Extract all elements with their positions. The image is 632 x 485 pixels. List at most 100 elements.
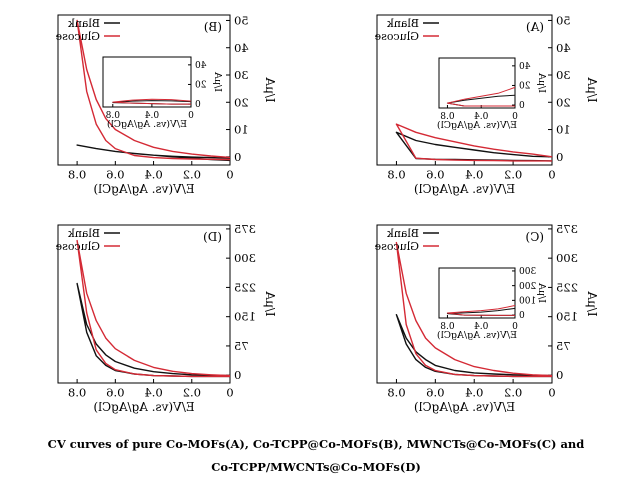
y-tick-label: 0 xyxy=(234,368,241,382)
y-tick-label: 10 xyxy=(556,123,571,137)
inset-y-tick-label: 300 xyxy=(519,267,536,277)
inset-y-tick-label: 0 xyxy=(519,311,525,321)
x-tick-label: 0 xyxy=(226,168,233,182)
inset-x-tick-label: 0.8 xyxy=(440,112,455,122)
legend-label-glucose: Glucose xyxy=(56,30,100,43)
x-tick-label: 0.6 xyxy=(106,386,124,400)
inset-y-tick-label: 20 xyxy=(195,81,207,91)
x-tick-label: 0 xyxy=(226,386,233,400)
inset-chart: 0 0.4 0.8 0 100 200 300 E/V(vs. Ag/AgCl) I/μA xyxy=(437,267,547,341)
y-tick-label: 375 xyxy=(556,222,578,236)
legend-label-glucose: Glucose xyxy=(56,240,100,253)
y-tick-label: 150 xyxy=(234,310,256,324)
x-tick-label: 0.4 xyxy=(465,168,483,182)
panel-label: (C) xyxy=(525,230,544,244)
x-tick-label: 0 xyxy=(548,386,555,400)
inset-x-tick-label: 0.4 xyxy=(144,111,159,121)
inset-series-glucose-line xyxy=(446,86,516,107)
x-axis-label: E/V(vs. Ag/AgCl) xyxy=(93,400,194,414)
x-tick-label: 0.6 xyxy=(426,168,444,182)
legend-label-blank: Blank xyxy=(387,17,419,30)
y-tick-label: 0 xyxy=(556,150,563,164)
y-tick-label: 40 xyxy=(556,41,571,55)
x-tick-label: 0.2 xyxy=(183,386,201,400)
inset-y-tick-label: 100 xyxy=(519,297,536,307)
x-tick-label: 0.2 xyxy=(504,386,522,400)
series-glucose-line xyxy=(395,123,553,162)
y-tick-label: 10 xyxy=(234,123,249,137)
y-tick-label: 20 xyxy=(556,95,571,109)
legend-label-blank: Blank xyxy=(68,17,100,30)
panel-b: 0 0.2 0.4 0.6 0.8 0 10 20 30 40 50 E/V(vs. Ag/AgCl)… xyxy=(56,13,277,196)
inset-x-tick-label: 0.8 xyxy=(440,322,455,332)
inset-plot-frame xyxy=(102,56,192,108)
y-tick-label: 375 xyxy=(234,222,256,236)
inset-y-tick-label: 20 xyxy=(519,82,531,92)
inset-x-tick-label: 0.8 xyxy=(105,111,120,121)
inset-y-tick-label: 40 xyxy=(519,62,531,72)
y-tick-label: 75 xyxy=(556,339,571,353)
x-axis-label: E/V(vs. Ag/AgCl) xyxy=(414,400,515,414)
x-tick-label: 0.6 xyxy=(426,386,444,400)
y-tick-label: 75 xyxy=(234,339,249,353)
panel-label: (D) xyxy=(203,230,222,244)
figure-caption-line-2: Co-TCPP/MWCNTs@Co-MOFs(D) xyxy=(211,460,421,474)
inset-x-axis-label: E/V(vs. Ag/AgCl) xyxy=(107,119,187,130)
y-tick-label: 150 xyxy=(556,310,578,324)
legend-label-blank: Blank xyxy=(68,227,100,240)
x-axis-label: E/V(vs. Ag/AgCl) xyxy=(93,182,194,196)
inset-y-tick-label: 0 xyxy=(195,100,201,110)
x-tick-label: 0.4 xyxy=(465,386,483,400)
y-tick-label: 50 xyxy=(556,13,571,27)
x-tick-label: 0.4 xyxy=(144,168,162,182)
x-tick-label: 0.6 xyxy=(106,168,124,182)
inset-y-axis-label: I/μA xyxy=(212,72,223,92)
y-axis-label: I/μA xyxy=(263,77,277,103)
inset-x-tick-label: 0 xyxy=(512,322,518,332)
inset-x-axis-label: E/V(vs. Ag/AgCl) xyxy=(437,330,517,341)
series-glucose-line xyxy=(76,19,231,161)
x-tick-label: 0.2 xyxy=(504,168,522,182)
inset-y-tick-label: 0 xyxy=(519,101,525,111)
inset-x-tick-label: 0 xyxy=(512,112,518,122)
series-blank-line xyxy=(76,144,231,162)
x-tick-label: 0 xyxy=(548,168,555,182)
inset-x-tick-label: 0 xyxy=(188,111,194,121)
inset-chart: 0 0.4 0.8 0 20 40 E/V(vs. Ag/AgCl) I/μA xyxy=(102,56,223,130)
legend-label-glucose: Glucose xyxy=(375,240,419,253)
y-tick-label: 300 xyxy=(556,251,578,265)
legend-label-blank: Blank xyxy=(387,227,419,240)
inset-series-glucose-line xyxy=(112,98,192,105)
panel-label: (A) xyxy=(526,20,544,34)
x-axis-label: E/V(vs. Ag/AgCl) xyxy=(414,182,515,196)
panel-c: 0 0.2 0.4 0.6 0.8 0 75 150 225 300 375 E/V(vs. Ag/A… xyxy=(375,222,599,414)
x-tick-label: 0.8 xyxy=(68,168,86,182)
y-tick-label: 225 xyxy=(234,280,256,294)
y-tick-label: 40 xyxy=(234,41,249,55)
inset-x-tick-label: 0.4 xyxy=(474,112,489,122)
panel-d: 0 0.2 0.4 0.6 0.8 0 75 150 225 300 375 E/V(vs. Ag/A… xyxy=(56,222,277,414)
panel-label: (B) xyxy=(204,20,222,34)
inset-plot-frame xyxy=(438,57,516,109)
y-tick-label: 225 xyxy=(556,280,578,294)
inset-y-tick-label: 200 xyxy=(519,282,536,292)
inset-x-axis-label: E/V(vs. Ag/AgCl) xyxy=(437,120,517,131)
y-tick-label: 30 xyxy=(556,68,571,82)
x-tick-label: 0.8 xyxy=(68,386,86,400)
plot-frame xyxy=(57,224,231,384)
legend-label-glucose: Glucose xyxy=(375,30,419,43)
panel-a: 0 0.2 0.4 0.6 0.8 0 10 20 30 40 50 E/V(vs. Ag/AgCl)… xyxy=(375,13,599,196)
inset-y-axis-label: I/μA xyxy=(536,73,547,93)
inset-x-tick-label: 0.4 xyxy=(474,322,489,332)
figure-caption-line-1: CV curves of pure Co-MOFs(A), Co-TCPP@Co… xyxy=(47,437,585,451)
series-glucose-line xyxy=(76,239,231,378)
y-axis-label: I/μA xyxy=(585,291,599,317)
y-axis-label: I/μA xyxy=(263,291,277,317)
inset-y-tick-label: 40 xyxy=(195,61,207,71)
y-tick-label: 300 xyxy=(234,251,256,265)
inset-y-axis-label: I/μA xyxy=(536,283,547,303)
x-tick-label: 0.8 xyxy=(387,168,405,182)
x-tick-label: 0.8 xyxy=(387,386,405,400)
